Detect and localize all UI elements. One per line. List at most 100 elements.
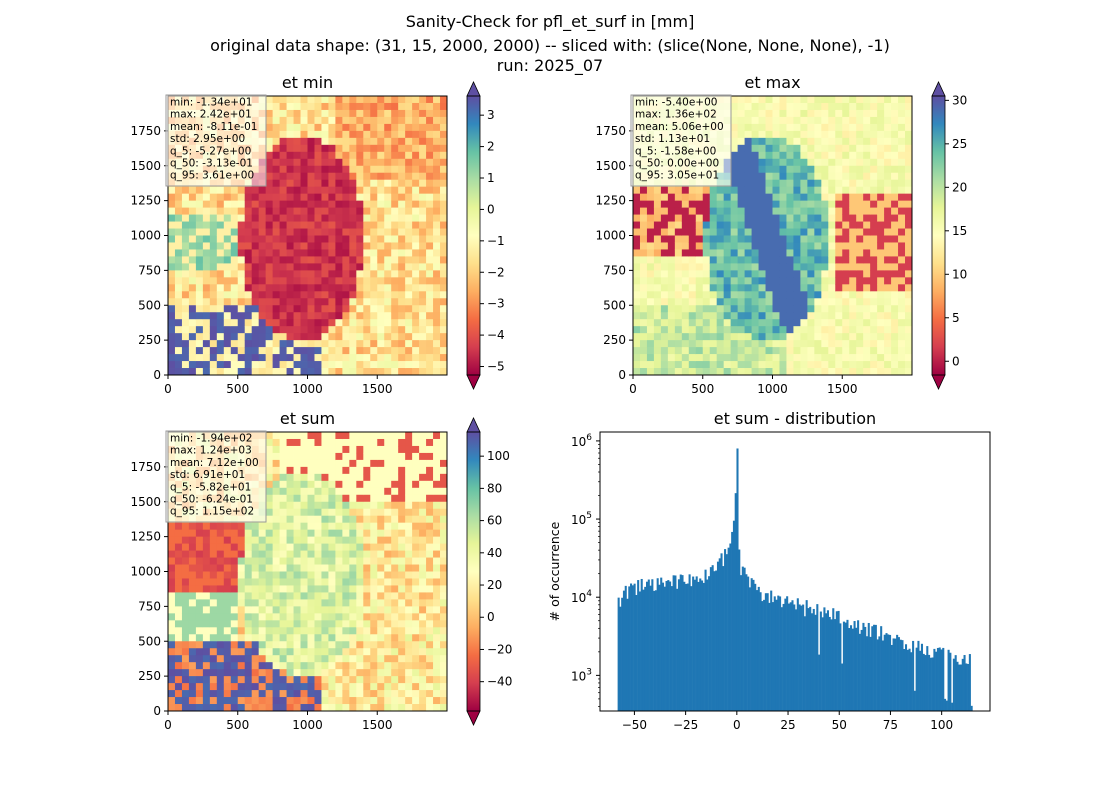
heatmap-cell: [377, 102, 385, 111]
heatmap-cell: [279, 683, 287, 691]
heatmap-cell: [426, 96, 434, 104]
heatmap-cell: [398, 599, 406, 607]
heatmap-cell: [751, 277, 759, 285]
heatmap-cell: [863, 326, 871, 334]
heatmap-cell: [433, 242, 441, 250]
heatmap-cell: [870, 172, 878, 181]
heatmap-cell: [216, 529, 225, 538]
heatmap-cell: [884, 144, 892, 153]
heatmap-cell: [877, 263, 885, 271]
heatmap-cell: [342, 333, 350, 341]
colorbar-tick-label: −3: [487, 297, 505, 311]
heatmap-cell: [251, 333, 260, 341]
heatmap-cell: [398, 277, 406, 285]
heatmap-cell: [286, 123, 294, 132]
panel-title: et max: [744, 73, 800, 92]
heatmap-cell: [737, 109, 746, 118]
heatmap-cell: [870, 312, 878, 320]
heatmap-cell: [300, 662, 308, 670]
heatmap-cell: [688, 214, 697, 222]
heatmap-cell: [244, 368, 253, 376]
heatmap-cell: [384, 116, 392, 125]
heatmap-cell: [877, 340, 885, 348]
heatmap-cell: [856, 305, 864, 313]
heatmap-cell: [870, 214, 878, 222]
heatmap-cell: [168, 277, 176, 285]
heatmap-cell: [223, 592, 232, 600]
heatmap-cell: [779, 102, 787, 111]
heatmap-cell: [384, 130, 392, 139]
heatmap-cell: [181, 620, 190, 628]
heatmap-cell: [709, 284, 718, 292]
heatmap-cell: [279, 298, 287, 306]
heatmap-cell: [349, 326, 357, 334]
heatmap-cell: [384, 627, 392, 635]
heatmap-cell: [870, 158, 878, 167]
heatmap-cell: [426, 445, 434, 454]
heatmap-cell: [440, 606, 448, 614]
heatmap-cell: [237, 270, 246, 278]
heatmap-cell: [244, 319, 253, 327]
heatmap-cell: [244, 305, 253, 313]
heatmap-cell: [307, 214, 315, 222]
heatmap-cell: [793, 228, 801, 236]
y-tick-label: 250: [138, 333, 161, 347]
heatmap-cell: [377, 599, 385, 607]
heatmap-cell: [786, 221, 794, 229]
heatmap-cell: [807, 109, 815, 118]
heatmap-cell: [398, 249, 406, 257]
heatmap-cell: [174, 347, 183, 355]
heatmap-cell: [272, 221, 281, 229]
heatmap-cell: [800, 361, 808, 369]
colorbar-tick-label: −1: [487, 234, 505, 248]
heatmap-cell: [223, 634, 232, 642]
heatmap-cell: [216, 536, 225, 545]
heatmap-cell: [335, 543, 343, 551]
heatmap-cell: [405, 480, 413, 489]
heatmap-cell: [863, 354, 871, 362]
heatmap-cell: [398, 214, 406, 222]
heatmap-cell: [786, 347, 794, 355]
heatmap-cell: [751, 228, 759, 236]
heatmap-cell: [412, 165, 420, 174]
heatmap-cell: [702, 235, 711, 243]
heatmap-cell: [646, 270, 655, 278]
heatmap-cell: [391, 592, 399, 600]
heatmap-cell: [800, 326, 808, 334]
heatmap-cell: [405, 515, 413, 524]
heatmap-cell: [195, 221, 204, 229]
heatmap-cell: [300, 221, 308, 229]
heatmap-cell: [279, 662, 287, 670]
heatmap-cell: [870, 305, 878, 313]
heatmap-cell: [751, 242, 759, 250]
heatmap-cell: [356, 284, 364, 292]
heatmap-cell: [286, 557, 294, 565]
heatmap-cell: [335, 263, 343, 271]
heatmap-cell: [807, 144, 815, 153]
heatmap-cell: [251, 704, 260, 712]
heatmap-cell: [307, 242, 315, 250]
heatmap-cell: [279, 305, 287, 313]
heatmap-cell: [751, 347, 759, 355]
heatmap-cell: [216, 634, 225, 642]
heatmap-cell: [272, 445, 281, 454]
heatmap-cell: [216, 326, 225, 334]
heatmap-cell: [807, 256, 815, 264]
heatmap-cell: [272, 662, 281, 670]
heatmap-cell: [884, 354, 892, 362]
heatmap-cell: [300, 214, 308, 222]
heatmap-cell: [230, 571, 239, 579]
heatmap-cell: [419, 557, 427, 565]
heatmap-cell: [440, 536, 448, 545]
heatmap-cell: [265, 620, 274, 628]
heatmap-cell: [877, 326, 885, 334]
heatmap-cell: [695, 340, 704, 348]
heatmap-cell: [433, 116, 441, 125]
heatmap-cell: [272, 508, 281, 517]
heatmap-cell: [828, 200, 836, 209]
heatmap-cell: [293, 459, 301, 468]
heatmap-cell: [230, 564, 239, 572]
heatmap-cell: [440, 96, 448, 104]
heatmap-cell: [702, 214, 711, 222]
